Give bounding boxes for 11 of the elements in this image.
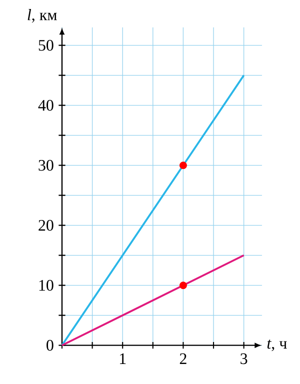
y-axis-title: l, км bbox=[28, 9, 57, 23]
y-tick-label: 40 bbox=[38, 100, 54, 111]
x-tick-label: 2 bbox=[180, 353, 186, 364]
y-tick-label: 50 bbox=[38, 40, 54, 51]
x-axis-title: t, ч bbox=[267, 340, 287, 352]
x-tick-label: 3 bbox=[240, 353, 248, 364]
y-tick-label: 20 bbox=[38, 220, 54, 231]
y-tick-label: 30 bbox=[38, 160, 54, 171]
x-tick-label: 1 bbox=[120, 353, 126, 364]
y-tick-label: 0 bbox=[46, 340, 54, 351]
y-tick-label: 10 bbox=[39, 280, 54, 291]
